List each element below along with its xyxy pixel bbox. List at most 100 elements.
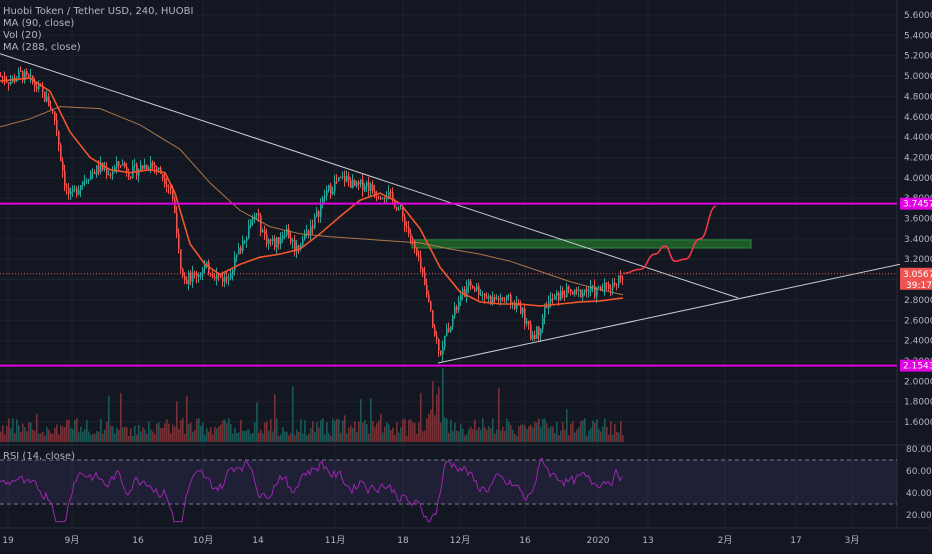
volume-bar <box>54 427 56 442</box>
volume-bar <box>560 430 562 442</box>
ma288-legend[interactable]: MA (288, close) <box>3 42 81 53</box>
volume-bar <box>0 431 2 442</box>
candle-body <box>530 323 532 340</box>
volume-bar <box>324 434 326 442</box>
volume-bar <box>522 424 524 442</box>
candle-body <box>598 287 600 289</box>
volume-bar <box>590 427 592 442</box>
candle-body <box>532 334 534 340</box>
candle-body <box>118 161 120 166</box>
volume-bar <box>302 433 304 442</box>
volume-bar <box>276 418 278 442</box>
candle-body <box>22 70 24 81</box>
volume-bar <box>580 420 582 442</box>
volume-bar <box>534 421 536 442</box>
volume-bar <box>142 427 144 442</box>
volume-bar <box>592 420 594 442</box>
rsi-pane <box>0 456 897 523</box>
volume-bar <box>472 429 474 442</box>
volume-bar <box>396 422 398 442</box>
drawing-lines[interactable] <box>0 53 901 367</box>
price-tick-label: 3.4000 <box>904 235 932 245</box>
volume-bar <box>344 415 346 442</box>
volume-bar <box>470 426 472 442</box>
volume-bar <box>456 430 458 442</box>
ma288-line <box>0 106 624 296</box>
volume-bar <box>620 421 622 442</box>
candle-body <box>322 197 324 205</box>
candle-body <box>82 182 84 186</box>
candle-body <box>214 277 216 279</box>
volume-bar <box>216 428 218 442</box>
candle-body <box>376 196 378 198</box>
candle-body <box>296 245 298 252</box>
candle-body <box>66 186 68 188</box>
volume-bar <box>416 433 418 442</box>
volume-bar <box>176 401 178 442</box>
candle-body <box>70 192 72 195</box>
volume-bar <box>370 398 372 442</box>
volume-bar <box>340 432 342 442</box>
candle-body <box>160 167 162 174</box>
volume-bar <box>126 427 128 442</box>
volume-bar <box>268 430 270 442</box>
candle-body <box>308 230 310 234</box>
candle-body <box>242 241 244 252</box>
candle-body <box>174 199 176 214</box>
time-axis[interactable]: 19 9月 16 10月 14 11月 18 12月 16 2020 13 2月 17 3月 <box>0 527 932 546</box>
candle-body <box>384 197 386 199</box>
volume-bar <box>232 433 234 442</box>
volume-bar <box>496 429 498 442</box>
candle-body <box>62 161 64 172</box>
volume-bar <box>48 429 50 442</box>
candle-body <box>314 216 316 228</box>
candle-body <box>424 272 426 285</box>
candle-body <box>444 335 446 348</box>
volume-bar <box>394 435 396 442</box>
price-tick-label: 4.2000 <box>904 153 932 163</box>
ma90-legend[interactable]: MA (90, close) <box>3 18 75 29</box>
candle-body <box>432 310 434 327</box>
candle-body <box>48 96 50 107</box>
volume-bar <box>4 434 6 442</box>
candle-body <box>72 189 74 193</box>
candle-body <box>360 179 362 185</box>
candle-body <box>260 215 262 232</box>
candle-body <box>226 277 228 279</box>
candle-body <box>298 245 300 248</box>
rsi-tick-label: 20.00 <box>906 511 932 521</box>
candle-body <box>340 177 342 179</box>
candle-body <box>412 238 414 241</box>
volume-bar <box>318 427 320 442</box>
rsi-legend[interactable]: RSI (14, close) <box>3 451 76 462</box>
candle-body <box>144 165 146 169</box>
volume-bar <box>214 426 216 442</box>
candle-body <box>374 191 376 197</box>
volume-bar <box>614 423 616 442</box>
time-tick-label: 10月 <box>193 535 213 546</box>
candle-body <box>316 211 318 217</box>
candle-body <box>528 320 530 324</box>
volume-bar <box>572 421 574 442</box>
candle-body <box>168 186 170 188</box>
candle-body <box>148 168 150 170</box>
candle-body <box>56 119 58 131</box>
candle-body <box>456 306 458 310</box>
candle-body <box>180 249 182 269</box>
price-tick-label: 2.4000 <box>904 337 932 347</box>
volume-bar <box>366 424 368 442</box>
candle-body <box>426 284 428 295</box>
volume-bar <box>102 433 104 442</box>
volume-bar <box>162 428 164 442</box>
volume-bar <box>538 418 540 442</box>
price-tick-label: 4.8000 <box>904 92 932 102</box>
volume-bar <box>260 429 262 442</box>
volume-legend[interactable]: Vol (20) <box>3 30 42 41</box>
symbol-title[interactable]: Huobi Token / Tether USD, 240, HUOBI <box>3 6 194 17</box>
volume-bar <box>310 428 312 442</box>
price-axis[interactable]: 5.6000 5.4000 5.2000 5.0000 4.8000 4.6000 4.40… <box>900 11 932 521</box>
candle-body <box>506 295 508 300</box>
candle-body <box>418 254 420 258</box>
